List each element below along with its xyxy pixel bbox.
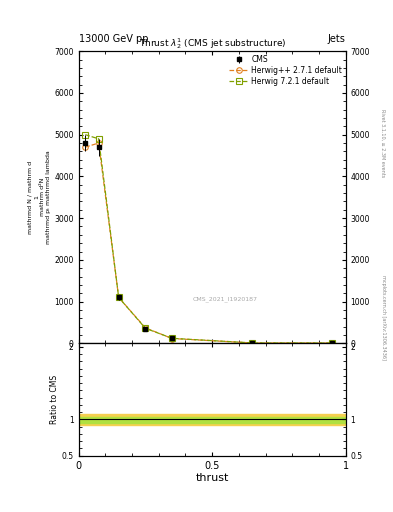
Text: Rivet 3.1.10, ≥ 2.3M events: Rivet 3.1.10, ≥ 2.3M events <box>381 109 386 178</box>
Line: Herwig 7.2.1 default: Herwig 7.2.1 default <box>83 132 335 346</box>
Legend: CMS, Herwig++ 2.7.1 default, Herwig 7.2.1 default: CMS, Herwig++ 2.7.1 default, Herwig 7.2.… <box>228 53 343 88</box>
Y-axis label: Ratio to CMS: Ratio to CMS <box>50 375 59 424</box>
Herwig 7.2.1 default <box>116 294 121 301</box>
Text: CMS_2021_I1920187: CMS_2021_I1920187 <box>193 296 258 303</box>
Herwig++ 2.7.1 default <box>116 294 121 301</box>
Herwig++ 2.7.1 default <box>96 140 101 146</box>
Text: mcplots.cern.ch [arXiv:1306.3436]: mcplots.cern.ch [arXiv:1306.3436] <box>381 275 386 360</box>
Y-axis label: mathrmd N / mathrm d
1
mathrm d²N
mathrmd pₜ mathrmd lambda: mathrmd N / mathrm d 1 mathrm d²N mathrm… <box>28 151 51 244</box>
Line: Herwig++ 2.7.1 default: Herwig++ 2.7.1 default <box>83 140 335 346</box>
Herwig 7.2.1 default <box>330 340 335 346</box>
Title: Thrust $\lambda_2^1$ (CMS jet substructure): Thrust $\lambda_2^1$ (CMS jet substructu… <box>139 36 286 51</box>
Text: Jets: Jets <box>328 33 346 44</box>
Herwig++ 2.7.1 default <box>83 144 88 150</box>
Herwig++ 2.7.1 default <box>250 340 255 346</box>
Herwig 7.2.1 default <box>170 335 174 342</box>
Herwig++ 2.7.1 default <box>143 325 148 331</box>
Text: 13000 GeV pp: 13000 GeV pp <box>79 33 148 44</box>
Herwig 7.2.1 default <box>250 340 255 346</box>
Herwig 7.2.1 default <box>83 132 88 138</box>
Herwig 7.2.1 default <box>96 136 101 142</box>
X-axis label: thrust: thrust <box>196 473 229 483</box>
Herwig++ 2.7.1 default <box>170 335 174 342</box>
Herwig++ 2.7.1 default <box>330 340 335 346</box>
Herwig 7.2.1 default <box>143 325 148 331</box>
